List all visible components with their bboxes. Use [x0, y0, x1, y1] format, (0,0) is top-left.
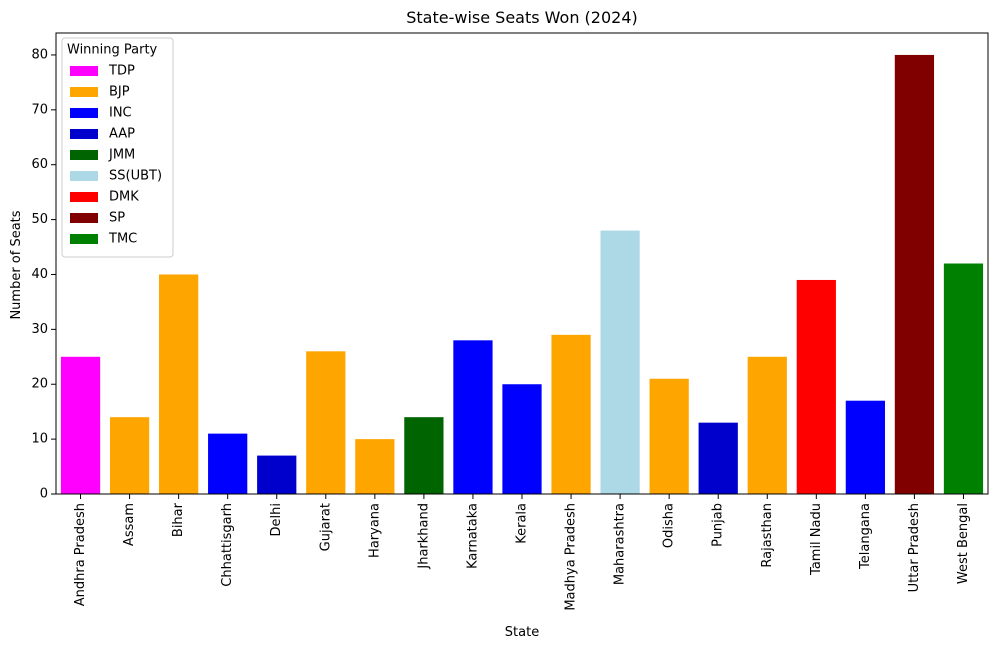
y-tick-label: 60	[31, 157, 48, 172]
y-tick-label: 80	[31, 47, 48, 62]
legend-swatch	[70, 150, 98, 160]
legend-swatch	[70, 192, 98, 202]
y-tick-label: 50	[31, 212, 48, 227]
bar	[257, 455, 297, 494]
x-tick-label: Haryana	[367, 503, 382, 558]
bar	[943, 263, 984, 494]
x-tick-label: Chhattisgarh	[220, 503, 235, 587]
legend-item-label: SS(UBT)	[109, 169, 162, 184]
chart-title: State-wise Seats Won (2024)	[406, 8, 638, 27]
x-tick-label: Bihar	[171, 502, 186, 537]
x-tick-label: Odisha	[662, 503, 677, 548]
bar	[698, 422, 738, 494]
x-tick-label: Rajasthan	[760, 503, 775, 568]
bar	[404, 417, 444, 494]
legend-item-label: TMC	[108, 232, 137, 247]
y-tick-label: 40	[31, 267, 48, 282]
legend-swatch	[70, 213, 98, 223]
bar	[109, 417, 150, 494]
bar	[894, 54, 935, 494]
y-tick-label: 20	[31, 377, 48, 392]
bar	[453, 340, 493, 494]
legend-title: Winning Party	[67, 43, 158, 58]
y-tick-label: 30	[31, 322, 48, 337]
x-tick-label: Assam	[122, 503, 137, 546]
y-axis-label: Number of Seats	[9, 210, 24, 319]
legend-item-label: JMM	[108, 148, 135, 163]
legend-swatch	[70, 108, 98, 118]
legend-swatch	[70, 171, 98, 181]
bar	[502, 384, 542, 494]
y-tick-label: 70	[31, 102, 48, 117]
x-tick-label: Punjab	[711, 503, 726, 547]
x-axis-label: State	[505, 625, 539, 640]
bar	[60, 356, 101, 494]
x-tick-label: Karnataka	[465, 503, 480, 569]
bar	[208, 433, 248, 494]
legend-item-label: INC	[109, 106, 132, 121]
legend-swatch	[70, 66, 98, 76]
legend-item-label: SP	[109, 211, 125, 226]
bar	[600, 230, 640, 494]
x-tick-label: West Bengal	[956, 503, 971, 584]
legend-swatch	[70, 129, 98, 139]
legend-item-label: BJP	[109, 85, 130, 100]
x-tick-label: Andhra Pradesh	[73, 503, 88, 606]
bar	[747, 356, 787, 494]
x-tick-label: Uttar Pradesh	[907, 503, 922, 592]
x-tick-label: Tamil Nadu	[809, 503, 824, 576]
legend-item-label: TDP	[108, 64, 135, 79]
x-tick-label: Madhya Pradesh	[564, 503, 579, 611]
y-tick-label: 0	[40, 487, 48, 502]
legend-swatch	[70, 234, 98, 244]
bar	[796, 279, 836, 494]
legend-item-label: DMK	[109, 190, 139, 205]
bar	[551, 334, 591, 494]
plot-frame	[55, 32, 989, 495]
x-tick-label: Gujarat	[318, 503, 333, 551]
bar	[355, 439, 395, 494]
bars-layer	[60, 54, 984, 494]
bar	[845, 400, 885, 494]
bar	[306, 351, 346, 494]
legend: Winning Party TDP BJP INC AAP JMM SS(UBT) DMK SP…	[61, 37, 174, 258]
legend-item-label: AAP	[109, 127, 135, 142]
bar	[159, 274, 199, 494]
x-tick-label: Delhi	[269, 503, 284, 536]
x-tick-label: Jharkhand	[416, 503, 431, 570]
legend-swatch	[70, 87, 98, 97]
x-tick-label: Telangana	[858, 503, 873, 570]
x-tick-label: Maharashtra	[613, 503, 628, 585]
y-tick-label: 10	[31, 432, 48, 447]
x-tick-label: Kerala	[515, 503, 530, 544]
axes-layer: Andhra Pradesh Assam Bihar Chhattisgarh Delh…	[31, 32, 989, 611]
bar	[649, 378, 689, 494]
